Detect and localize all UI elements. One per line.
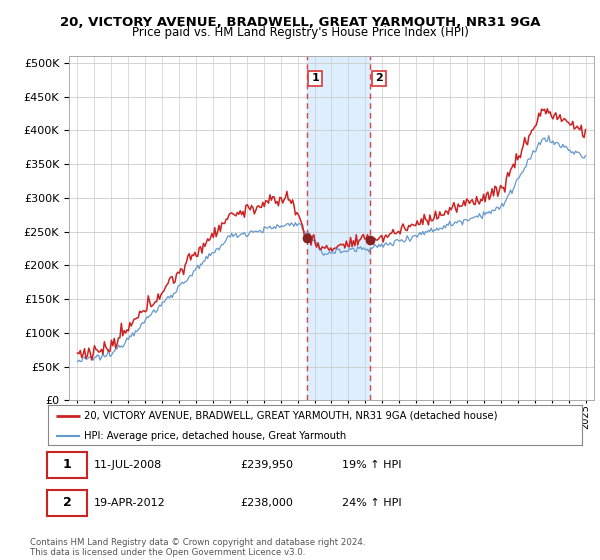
Text: 19% ↑ HPI: 19% ↑ HPI xyxy=(342,460,401,470)
Text: 2: 2 xyxy=(375,73,383,83)
Text: 2: 2 xyxy=(62,496,71,509)
Text: Contains HM Land Registry data © Crown copyright and database right 2024.
This d: Contains HM Land Registry data © Crown c… xyxy=(30,538,365,557)
Text: £238,000: £238,000 xyxy=(240,498,293,507)
Text: £239,950: £239,950 xyxy=(240,460,293,470)
Text: Price paid vs. HM Land Registry's House Price Index (HPI): Price paid vs. HM Land Registry's House … xyxy=(131,26,469,39)
Text: 1: 1 xyxy=(311,73,319,83)
Text: HPI: Average price, detached house, Great Yarmouth: HPI: Average price, detached house, Grea… xyxy=(85,431,347,441)
Text: 11-JUL-2008: 11-JUL-2008 xyxy=(94,460,161,470)
Text: 20, VICTORY AVENUE, BRADWELL, GREAT YARMOUTH, NR31 9GA: 20, VICTORY AVENUE, BRADWELL, GREAT YARM… xyxy=(60,16,540,29)
FancyBboxPatch shape xyxy=(47,489,87,516)
Text: 19-APR-2012: 19-APR-2012 xyxy=(94,498,165,507)
Bar xyxy=(307,56,370,400)
Text: 24% ↑ HPI: 24% ↑ HPI xyxy=(342,498,401,507)
Text: 20, VICTORY AVENUE, BRADWELL, GREAT YARMOUTH, NR31 9GA (detached house): 20, VICTORY AVENUE, BRADWELL, GREAT YARM… xyxy=(85,411,498,421)
FancyBboxPatch shape xyxy=(47,452,87,478)
Text: 1: 1 xyxy=(62,458,71,472)
